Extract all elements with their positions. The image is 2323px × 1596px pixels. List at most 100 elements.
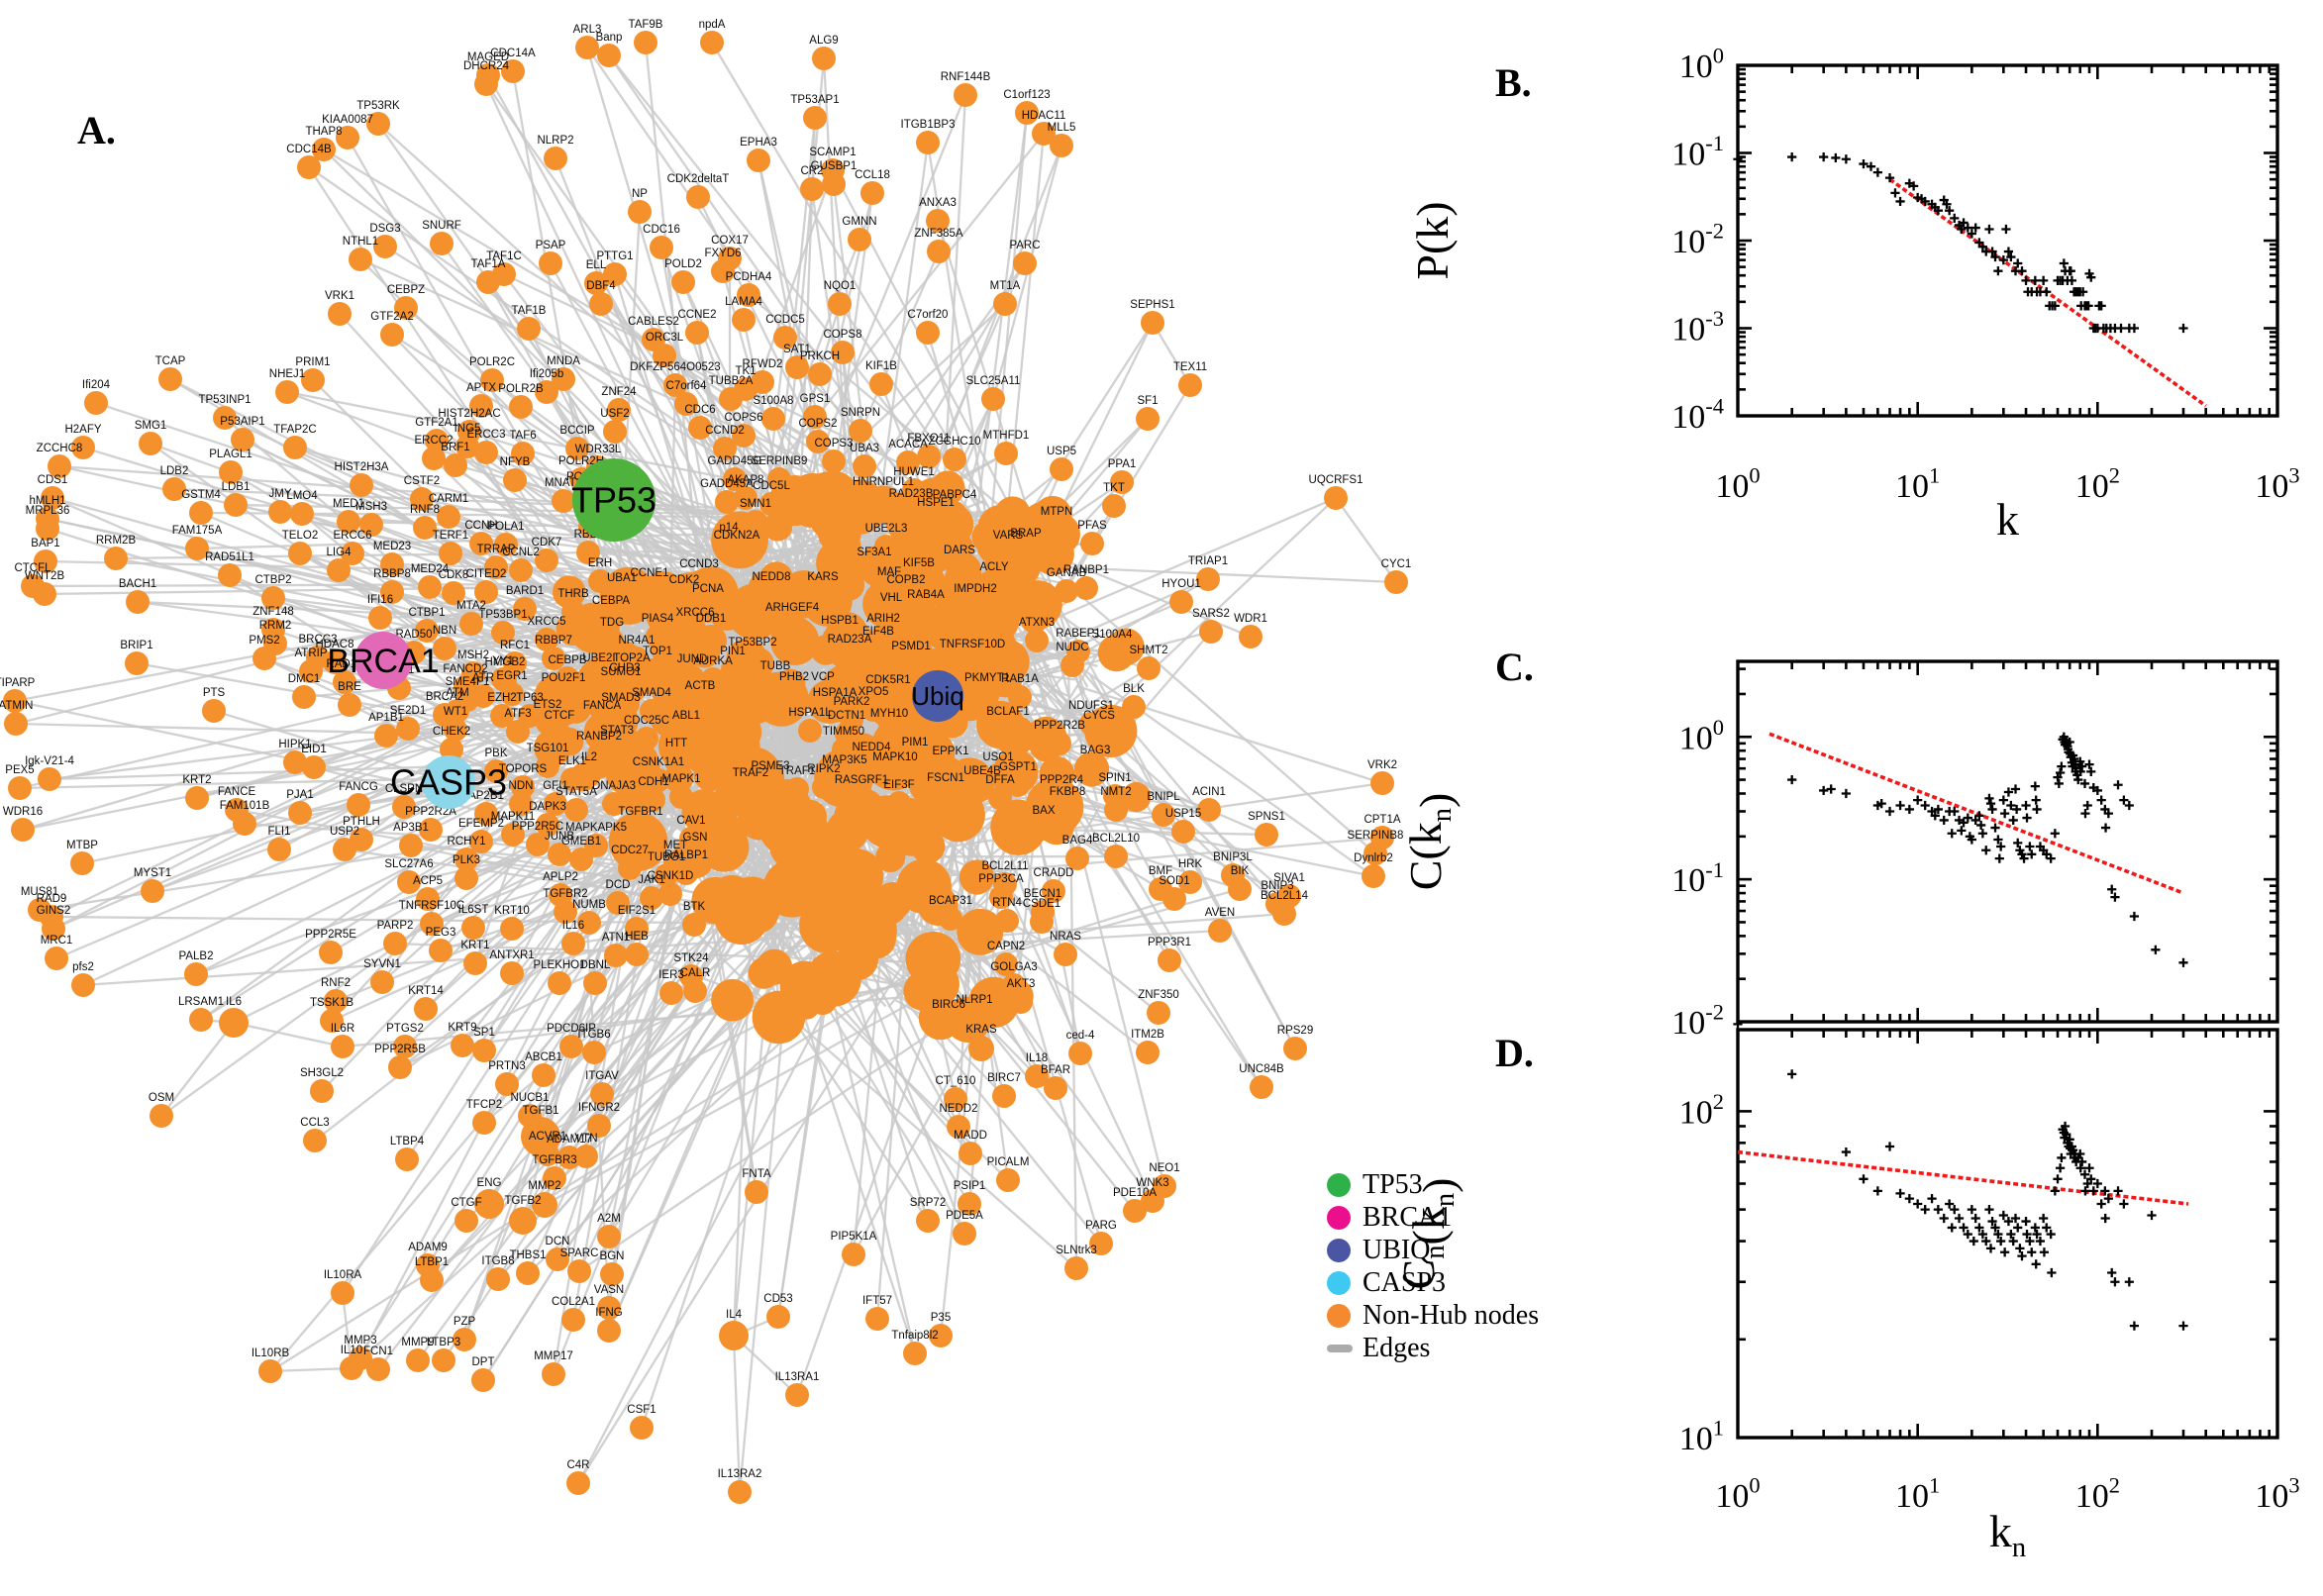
network-node: [511, 442, 535, 465]
plus-marker: [1990, 823, 2000, 833]
network-node: [694, 595, 722, 623]
network-node: [544, 147, 567, 170]
network-node: [780, 614, 804, 638]
tick-label: 10-1: [1671, 131, 1724, 172]
plus-marker: [1970, 1213, 1980, 1224]
network-node: [474, 441, 498, 464]
network-node: [36, 517, 59, 541]
node-swatch-icon: [1327, 1270, 1351, 1295]
cluster-node: [866, 884, 908, 926]
network-node: [425, 429, 449, 452]
network-node: [380, 323, 404, 347]
network-node: [701, 667, 725, 691]
network-node: [327, 558, 351, 582]
plot-box: [1736, 63, 2279, 418]
network-node: [848, 228, 871, 251]
network-legend: TP53 BRCA1 UBIQ CASP3 Non-Hub nodes Edges: [1327, 1168, 1539, 1364]
plus-marker: [2084, 1163, 2094, 1173]
network-node: [608, 584, 636, 612]
x-axis-label-d: kn: [1989, 1506, 2026, 1563]
x-axis-label-b: k: [1996, 494, 2019, 545]
plus-marker: [2110, 1277, 2120, 1287]
network-node: [261, 586, 285, 610]
plus-marker: [1884, 1142, 1895, 1151]
cluster-node: [816, 538, 866, 589]
network-edge: [766, 996, 1077, 1269]
plus-marker: [2082, 800, 2092, 811]
plus-marker: [2147, 1210, 2157, 1221]
network-node: [737, 283, 760, 307]
plot-panel-b: 100 10-1 10-2 10-3 10-4 100 101 102 103 P(k) k: [1407, 44, 2300, 545]
panel-c-letter: C.: [1495, 645, 1534, 689]
plus-marker: [1939, 815, 1949, 826]
network-node: [139, 432, 162, 455]
network-node: [437, 505, 460, 529]
network-node: [162, 477, 186, 501]
plus-marker: [2056, 1163, 2066, 1173]
plus-marker: [1904, 804, 1914, 815]
cluster-node: [959, 859, 995, 895]
y-axis-label-c: C(kn): [1400, 793, 1461, 891]
plus-marker: [1819, 785, 1829, 796]
plus-marker: [1872, 167, 1882, 177]
legend-item-brca1: BRCA1: [1327, 1201, 1539, 1234]
edge-swatch-icon: [1327, 1344, 1353, 1352]
network-node: [336, 126, 359, 150]
fit-line: [1737, 1149, 2189, 1206]
legend-item-non-hub-nodes: Non-Hub nodes: [1327, 1299, 1539, 1332]
plus-marker: [2042, 287, 2052, 297]
network-node: [723, 467, 747, 491]
network-node: [219, 460, 243, 484]
network-node: [509, 395, 533, 419]
cluster-node: [799, 897, 855, 953]
network-node: [368, 606, 392, 630]
network-node: [1032, 122, 1056, 146]
network-node: [653, 344, 676, 367]
network-edge: [958, 912, 1285, 940]
plus-marker: [1950, 1205, 1960, 1215]
plus-marker: [2030, 781, 2040, 791]
network-node: [926, 209, 950, 233]
plus-marker: [1904, 1194, 1914, 1204]
cluster-node: [856, 918, 896, 959]
tick-label: 10-3: [1671, 306, 1724, 348]
cluster-node: [930, 470, 965, 506]
network-node: [600, 629, 624, 652]
cluster-node: [957, 908, 1004, 955]
network-node: [1013, 251, 1037, 275]
network-node: [476, 270, 500, 294]
network-node: [535, 628, 558, 651]
plus-marker: [1787, 774, 1797, 785]
network-node: [1141, 311, 1164, 335]
plus-marker: [1841, 154, 1851, 164]
plus-marker: [1895, 800, 1905, 811]
plus-marker: [2067, 275, 2077, 285]
network-node: [275, 380, 299, 404]
network-node: [747, 149, 770, 172]
plus-marker: [1993, 266, 2003, 276]
network-node: [734, 486, 758, 510]
plus-marker: [1977, 829, 1987, 839]
plus-marker: [2119, 795, 2129, 805]
data-points: [1787, 732, 2188, 967]
network-node: [552, 489, 575, 513]
tick-label: 103: [2255, 1473, 2299, 1515]
network-node: [290, 502, 314, 526]
network-edge: [160, 1022, 235, 1117]
network-node: [1178, 373, 1202, 397]
plus-marker: [1872, 1186, 1882, 1196]
plus-marker: [2107, 884, 2117, 894]
network-node: [663, 373, 687, 397]
network-node: [634, 31, 657, 54]
network-node: [1050, 134, 1073, 157]
plus-marker: [2066, 266, 2075, 276]
plus-marker: [2039, 275, 2049, 285]
plus-marker: [2042, 1223, 2052, 1233]
network-node: [71, 436, 95, 459]
network-node: [588, 569, 612, 593]
plus-marker: [2039, 1247, 2050, 1257]
plus-marker: [1859, 1174, 1868, 1184]
tick-label: 101: [1679, 1416, 1724, 1457]
panel-d-letter: D.: [1495, 1031, 1534, 1075]
network-edge: [997, 522, 1376, 854]
